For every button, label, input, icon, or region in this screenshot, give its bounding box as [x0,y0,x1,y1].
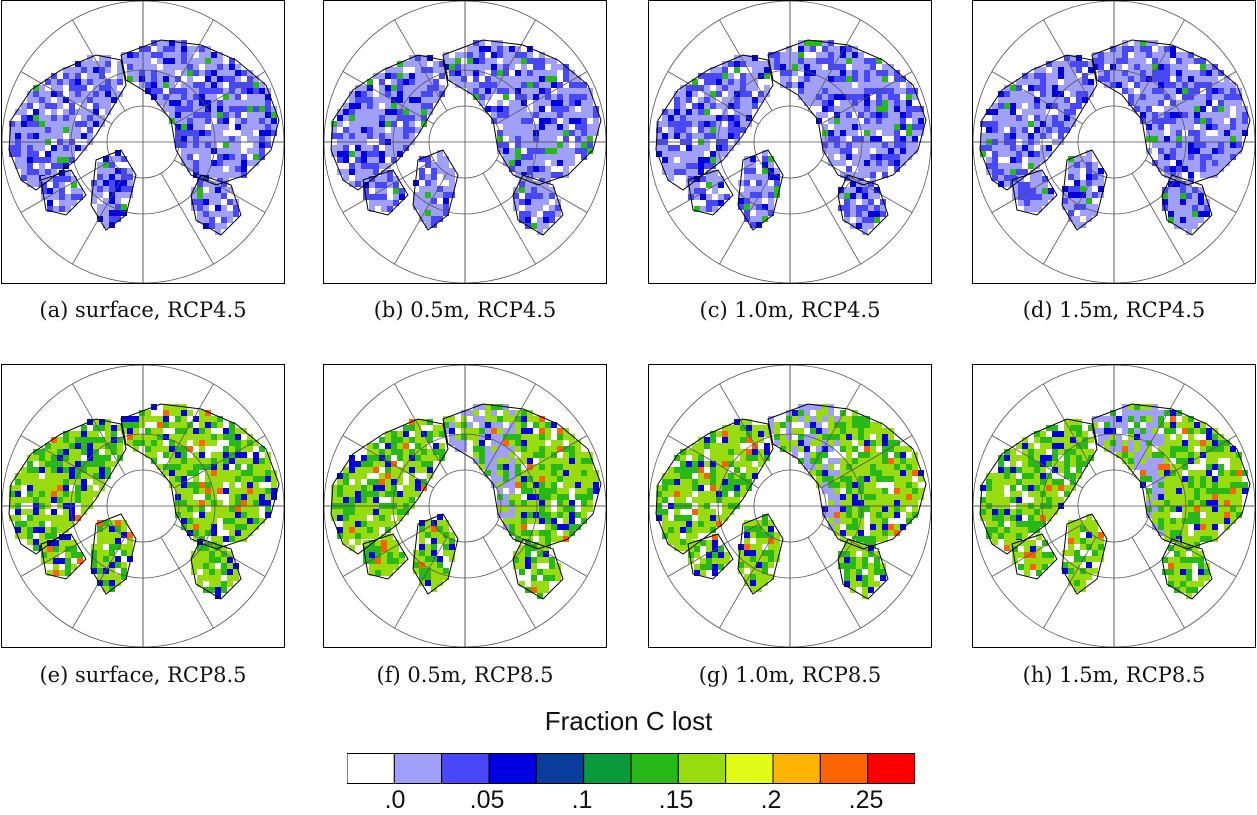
coastlines [655,39,927,236]
carbon-loss-cells [656,40,924,235]
coastlines [655,403,927,600]
coastlines [330,39,602,236]
panel-caption-h: (h) 1.5m, RCP8.5 [1022,663,1206,687]
colorbar-tick-label: .0 [384,786,406,814]
coastlines [979,403,1251,600]
colorbar-tick-label: .25 [848,786,884,814]
map-panel-b [323,0,607,284]
colorbar-swatch [347,753,395,784]
polar-map-d [973,1,1255,283]
map-panel-h [972,364,1256,648]
colorbar-swatch [772,753,821,784]
colorbar-tick-label: .05 [469,786,505,814]
colorbar-swatch [535,753,585,784]
map-panel-d [972,0,1256,284]
polar-map-f [324,365,606,647]
panel-caption-b: (b) 0.5m, RCP4.5 [373,298,557,322]
map-panel-c [648,0,932,284]
colorbar-swatch [630,753,679,784]
carbon-loss-cells [9,40,277,235]
panel-caption-a: (a) surface, RCP4.5 [39,298,247,322]
colorbar-swatch [819,753,869,784]
coastlines [8,403,280,600]
panel-caption-g: (g) 1.0m, RCP8.5 [698,663,882,687]
colorbar-swatch [393,753,443,784]
colorbar-swatch [583,753,632,784]
colorbar-title: Fraction C lost [544,706,713,736]
panel-caption-c: (c) 1.0m, RCP4.5 [699,298,881,322]
colorbar [347,753,915,784]
colorbar-tick-label: .1 [571,786,593,814]
carbon-loss-cells [331,40,599,235]
colorbar-swatch [488,753,537,784]
polar-map-h [973,365,1255,647]
map-panel-g [648,364,932,648]
colorbar-swatch [677,753,727,784]
polar-map-g [649,365,931,647]
colorbar-swatch [867,753,915,784]
carbon-loss-cells [331,404,599,599]
colorbar-tick-label: .15 [658,786,694,814]
colorbar-swatch [725,753,774,784]
map-panel-f [323,364,607,648]
coastlines [330,403,602,600]
panel-caption-f: (f) 0.5m, RCP8.5 [376,663,554,687]
map-panel-a [1,0,285,284]
coastlines [979,39,1251,236]
carbon-loss-cells [656,404,924,599]
polar-map-c [649,1,931,283]
polar-map-b [324,1,606,283]
panel-caption-d: (d) 1.5m, RCP4.5 [1022,298,1206,322]
polar-map-e [2,365,284,647]
map-panel-e [1,364,285,648]
coastlines [8,39,280,236]
colorbar-swatch [441,753,490,784]
colorbar-tick-label: .2 [760,786,782,814]
panel-caption-e: (e) surface, RCP8.5 [39,663,247,687]
polar-map-a [2,1,284,283]
